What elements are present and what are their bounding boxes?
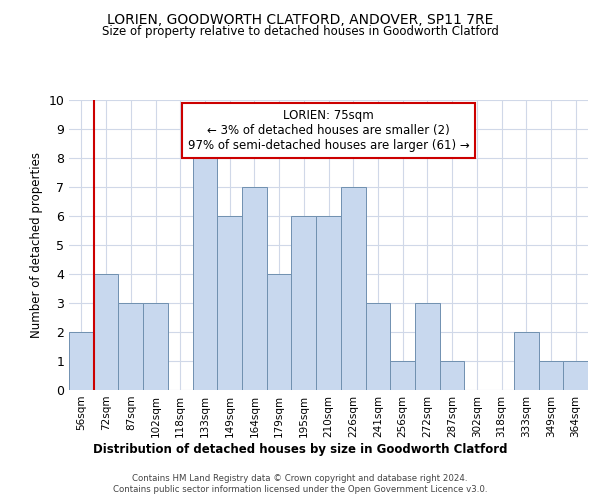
Bar (143, 303, 168, 390)
Bar (242, 187, 267, 390)
Bar (193, 158, 217, 390)
Text: Contains HM Land Registry data © Crown copyright and database right 2024.: Contains HM Land Registry data © Crown c… (132, 474, 468, 483)
Y-axis label: Number of detached properties: Number of detached properties (30, 152, 43, 338)
Bar (539, 361, 563, 390)
Bar (563, 361, 588, 390)
Bar (69, 332, 94, 390)
Text: LORIEN, GOODWORTH CLATFORD, ANDOVER, SP11 7RE: LORIEN, GOODWORTH CLATFORD, ANDOVER, SP1… (107, 12, 493, 26)
Text: Size of property relative to detached houses in Goodworth Clatford: Size of property relative to detached ho… (101, 25, 499, 38)
Bar (94, 274, 118, 390)
Bar (365, 303, 390, 390)
Bar (390, 361, 415, 390)
Text: Distribution of detached houses by size in Goodworth Clatford: Distribution of detached houses by size … (93, 442, 507, 456)
Bar (440, 361, 464, 390)
Text: LORIEN: 75sqm
← 3% of detached houses are smaller (2)
97% of semi-detached house: LORIEN: 75sqm ← 3% of detached houses ar… (188, 108, 469, 152)
Bar (316, 216, 341, 390)
Text: Contains public sector information licensed under the Open Government Licence v3: Contains public sector information licen… (113, 485, 487, 494)
Bar (217, 216, 242, 390)
Bar (415, 303, 440, 390)
Bar (341, 187, 365, 390)
Bar (514, 332, 539, 390)
Bar (292, 216, 316, 390)
Bar (118, 303, 143, 390)
Bar (267, 274, 292, 390)
